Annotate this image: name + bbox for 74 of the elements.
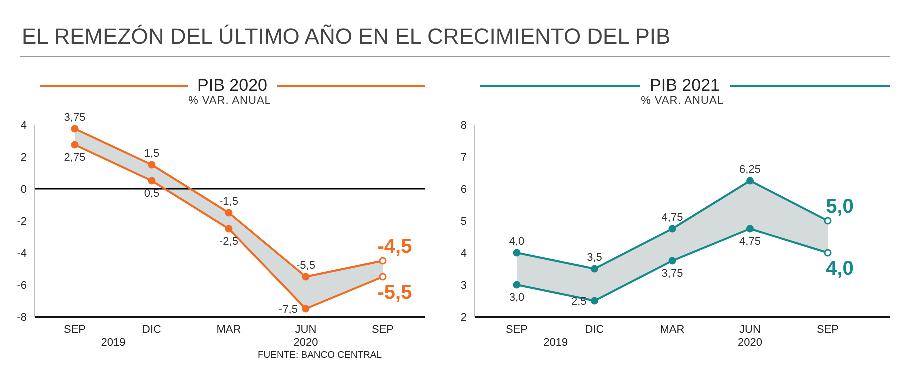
- point: [591, 265, 598, 273]
- y-tick-label: -8: [17, 312, 27, 324]
- y-tick-label: -4: [17, 248, 27, 260]
- data-label: -4,5: [378, 236, 412, 258]
- point: [379, 273, 387, 281]
- data-label: 4,75: [740, 236, 761, 248]
- y-tick-label: 5: [460, 216, 467, 228]
- x-tick-label: SEP: [506, 324, 528, 336]
- point: [746, 177, 754, 185]
- data-label: 3,75: [662, 268, 684, 280]
- x-tick-label: JUN: [740, 324, 761, 336]
- text: 2019: [100, 337, 127, 349]
- point: [668, 257, 676, 265]
- point: [225, 209, 233, 217]
- data-label: -1,5: [220, 196, 238, 208]
- data-label: 5,0: [826, 196, 854, 218]
- y-tick-label: 3: [460, 280, 467, 292]
- y-axis-title: % VAR. ANUAL: [188, 95, 272, 107]
- data-label: -2,5: [220, 236, 238, 248]
- source-note: FUENTE: BANCO CENTRAL: [256, 350, 384, 361]
- data-label: 3,0: [509, 292, 525, 304]
- point: [148, 161, 156, 169]
- text: 2020: [737, 337, 764, 349]
- data-label: -5,5: [378, 282, 412, 304]
- data-label: 3,75: [64, 112, 86, 124]
- x-tick-label: SEP: [64, 324, 86, 336]
- point: [302, 305, 310, 313]
- point: [824, 217, 832, 225]
- y-tick-label: 6: [460, 184, 467, 196]
- chart-title: EL REMEZÓN DEL ÚLTIMO AÑO EN EL CRECIMIENTO DEL PIB: [22, 24, 671, 50]
- data-label: 2,5: [571, 296, 587, 308]
- data-label: 4,0: [509, 236, 525, 248]
- data-label: 6,25: [740, 164, 761, 176]
- chart-subtitle: PIB 2020: [196, 76, 268, 96]
- data-label: 0,5: [144, 188, 160, 200]
- y-tick-label: 0: [20, 184, 27, 196]
- data-label: 1,5: [144, 148, 160, 160]
- data-label: 2,75: [64, 152, 86, 164]
- data-label: 4,75: [662, 212, 684, 224]
- data-label: -5,5: [296, 260, 316, 272]
- point: [591, 297, 598, 305]
- point: [513, 249, 521, 257]
- y-tick-label: 7: [460, 152, 467, 164]
- point: [746, 225, 754, 233]
- y-tick-label: 8: [460, 120, 467, 132]
- point: [513, 281, 521, 289]
- point: [71, 125, 79, 133]
- x-tick-label: JUN: [295, 324, 317, 336]
- data-label: 4,0: [826, 258, 854, 280]
- point: [668, 225, 676, 233]
- y-tick-label: 4: [20, 120, 27, 132]
- y-tick-label: 4: [460, 248, 467, 260]
- point: [148, 177, 156, 185]
- x-tick-label: DIC: [585, 324, 604, 336]
- y-tick-label: -2: [17, 216, 27, 228]
- text: 2019: [542, 337, 570, 349]
- point: [824, 249, 832, 257]
- y-tick-label: 2: [460, 312, 467, 324]
- data-label: 3,5: [587, 252, 602, 264]
- y-tick-label: 2: [20, 152, 27, 164]
- x-tick-label: DIC: [142, 324, 162, 336]
- text: 2020: [292, 337, 320, 349]
- point: [379, 257, 387, 265]
- point: [302, 273, 310, 281]
- x-tick-label: MAR: [216, 324, 242, 336]
- x-tick-label: SEP: [816, 324, 840, 336]
- data-label: -7,5: [279, 304, 298, 316]
- point: [71, 141, 79, 149]
- chart-subtitle: PIB 2021: [649, 76, 721, 96]
- x-tick-label: SEP: [372, 324, 394, 336]
- y-axis-title: % VAR. ANUAL: [640, 95, 725, 107]
- point: [225, 225, 233, 233]
- x-tick-label: MAR: [660, 324, 685, 336]
- y-tick-label: -6: [17, 280, 27, 292]
